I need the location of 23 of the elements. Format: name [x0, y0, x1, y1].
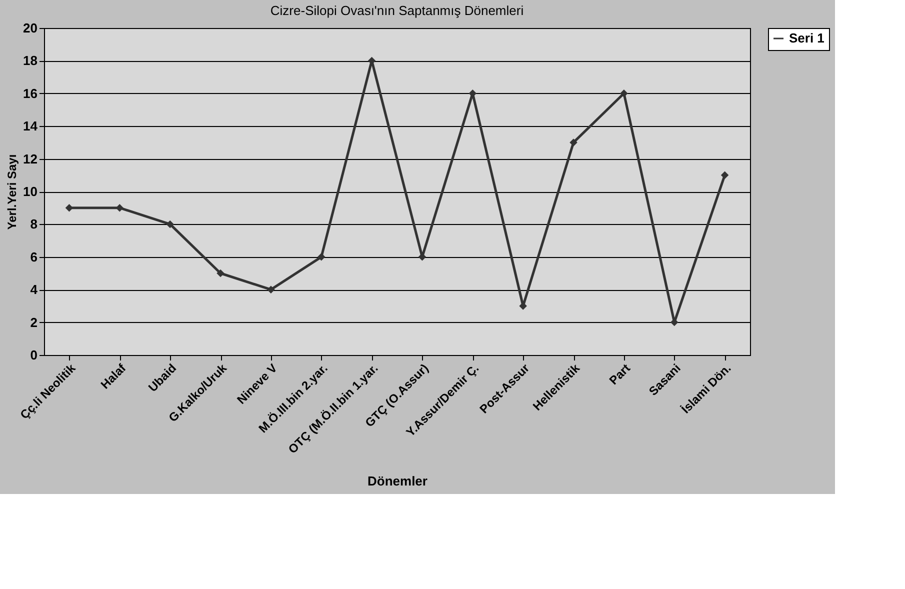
point — [216, 269, 224, 278]
chart-title: Cizre-Silopi Ovası'nın Saptanmış Dönemleri — [270, 3, 524, 18]
y-tick-label: 6 — [30, 249, 38, 264]
y-axis-title: Yerl.Yeri Sayı — [5, 154, 20, 230]
y-tick-label: 8 — [30, 216, 38, 232]
point — [116, 204, 124, 212]
point — [720, 171, 729, 180]
point — [267, 286, 275, 294]
y-tick-label: 20 — [23, 20, 38, 36]
y-tick-label: 2 — [30, 314, 38, 330]
y-tick-label: 10 — [23, 184, 38, 199]
y-tick-label: 4 — [30, 282, 38, 298]
y-tick-label: 0 — [30, 348, 38, 362]
y-tick-label: 16 — [23, 86, 38, 101]
point — [317, 253, 326, 261]
point — [620, 90, 628, 98]
y-tick-label: 12 — [23, 151, 38, 166]
y-tick-label: 14 — [23, 118, 38, 134]
point — [570, 138, 578, 146]
point — [166, 220, 174, 228]
y-tick-label: 18 — [23, 53, 38, 68]
x-axis-title: Dönemler — [368, 474, 428, 489]
legend-label: Seri 1 — [789, 30, 824, 46]
